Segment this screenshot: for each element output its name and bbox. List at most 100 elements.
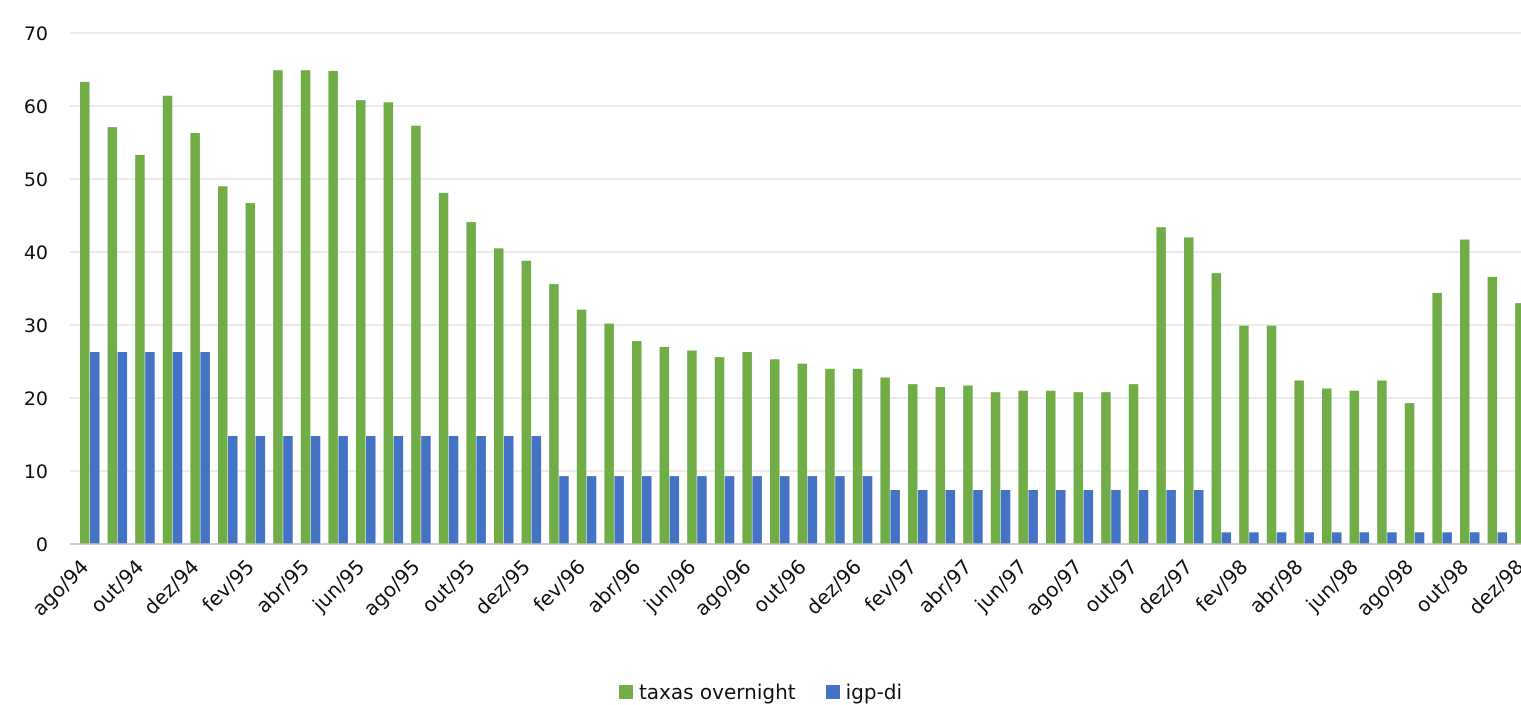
- bar-taxas-overnight: [1266, 325, 1277, 544]
- bar-igp-di: [448, 435, 459, 544]
- bar-taxas-overnight: [1184, 237, 1194, 544]
- x-tick-label: jun/98: [1301, 555, 1363, 617]
- y-tick-label: 60: [24, 96, 48, 118]
- x-tick-label: ago/98: [1352, 555, 1418, 621]
- bar-taxas-overnight: [300, 70, 311, 544]
- bar-igp-di: [504, 435, 514, 544]
- bar-taxas-overnight: [1239, 325, 1249, 544]
- x-tick-label: out/98: [1410, 555, 1473, 618]
- bar-igp-di: [1442, 532, 1452, 544]
- bar-taxas-overnight: [1156, 227, 1166, 544]
- bar-igp-di: [862, 476, 873, 544]
- bar-taxas-overnight: [328, 70, 338, 545]
- bar-igp-di: [807, 476, 818, 544]
- x-tick-label: ago/96: [690, 555, 756, 621]
- bar-igp-di: [90, 352, 100, 544]
- x-tick-label: out/95: [417, 555, 480, 618]
- x-tick-label: dez/94: [139, 555, 204, 620]
- x-tick-label: abr/95: [251, 555, 314, 618]
- bar-taxas-overnight: [742, 352, 752, 544]
- bar-igp-di: [421, 435, 431, 544]
- bar-taxas-overnight: [990, 392, 1001, 544]
- bar-taxas-overnight: [1432, 292, 1442, 544]
- bar-igp-di: [1332, 532, 1342, 544]
- bar-igp-di: [1470, 532, 1480, 544]
- bar-taxas-overnight: [1211, 273, 1222, 544]
- bar-igp-di: [724, 476, 735, 544]
- y-tick-label: 30: [24, 315, 48, 337]
- bar-taxas-overnight: [880, 377, 890, 544]
- bar-taxas-overnight: [273, 70, 283, 544]
- bar-taxas-overnight: [1404, 403, 1415, 544]
- bar-igp-di: [255, 435, 266, 544]
- bar-igp-di: [1359, 532, 1370, 544]
- bar-taxas-overnight: [521, 260, 532, 544]
- bar-igp-di: [145, 352, 155, 544]
- legend: taxas overnight igp-di: [0, 680, 1521, 704]
- bar-taxas-overnight: [632, 341, 642, 544]
- x-tick-label: ago/94: [27, 555, 93, 621]
- bar-igp-di: [1387, 532, 1397, 544]
- bar-igp-di: [669, 476, 680, 544]
- bar-igp-di: [890, 489, 900, 544]
- x-tick-label: fev/97: [860, 555, 922, 617]
- x-tick-label: jun/95: [307, 555, 369, 617]
- bar-igp-di: [172, 352, 183, 544]
- x-tick-label: abr/98: [1244, 555, 1307, 618]
- x-tick-label: fev/98: [1191, 555, 1253, 617]
- bar-taxas-overnight: [687, 350, 697, 544]
- bar-igp-di: [1194, 489, 1204, 544]
- legend-swatch-taxas-overnight: [618, 685, 633, 699]
- x-tick-label: dez/95: [470, 555, 535, 620]
- bar-taxas-overnight: [466, 222, 476, 544]
- x-tick-label: fev/95: [197, 555, 259, 617]
- bar-taxas-overnight: [797, 363, 808, 544]
- bar-taxas-overnight: [1128, 384, 1139, 544]
- bar-taxas-overnight: [1460, 239, 1470, 544]
- bar-taxas-overnight: [935, 387, 946, 544]
- bar-igp-di: [393, 435, 404, 544]
- x-tick-label: out/94: [86, 555, 149, 618]
- bar-taxas-overnight: [825, 368, 835, 544]
- bar-taxas-overnight: [162, 95, 173, 544]
- bar-igp-di: [586, 476, 597, 544]
- bar-taxas-overnight: [1101, 392, 1111, 544]
- bar-taxas-overnight: [190, 133, 200, 544]
- bar-taxas-overnight: [908, 384, 918, 544]
- bar-igp-di: [918, 489, 928, 544]
- bar-igp-di: [1249, 532, 1259, 544]
- bar-taxas-overnight: [604, 323, 614, 544]
- bar-taxas-overnight: [383, 102, 394, 544]
- x-tick-label: fev/96: [528, 555, 590, 617]
- bar-igp-di: [1138, 489, 1149, 544]
- x-tick-label: out/96: [748, 555, 811, 618]
- bar-igp-di: [780, 476, 790, 544]
- bar-igp-di: [1056, 489, 1066, 544]
- bar-taxas-overnight: [135, 154, 145, 544]
- bar-igp-di: [1083, 489, 1094, 544]
- bar-igp-di: [559, 476, 569, 544]
- bar-taxas-overnight: [356, 100, 366, 544]
- legend-item-igp-di: igp-di: [825, 680, 902, 704]
- y-axis-ticks: 0 10 20 30 40 50 60 70: [24, 23, 48, 556]
- y-tick-label: 20: [24, 388, 48, 410]
- bar-igp-di: [1028, 489, 1038, 544]
- bar-igp-di: [697, 476, 707, 544]
- bar-taxas-overnight: [576, 309, 587, 544]
- bar-igp-di: [228, 435, 238, 544]
- y-tick-label: 50: [24, 169, 48, 191]
- bars: [80, 70, 1521, 545]
- bar-taxas-overnight: [1377, 380, 1387, 544]
- bar-igp-di: [1414, 532, 1425, 544]
- bar-taxas-overnight: [659, 346, 670, 544]
- bar-igp-di: [1221, 532, 1232, 544]
- bar-igp-di: [1166, 489, 1176, 544]
- bar-taxas-overnight: [963, 385, 973, 544]
- bar-taxas-overnight: [107, 127, 118, 545]
- y-tick-label: 10: [24, 461, 48, 483]
- bar-taxas-overnight: [1322, 388, 1332, 544]
- bar-taxas-overnight: [770, 359, 780, 544]
- bar-igp-di: [752, 476, 762, 544]
- bar-taxas-overnight: [549, 284, 559, 544]
